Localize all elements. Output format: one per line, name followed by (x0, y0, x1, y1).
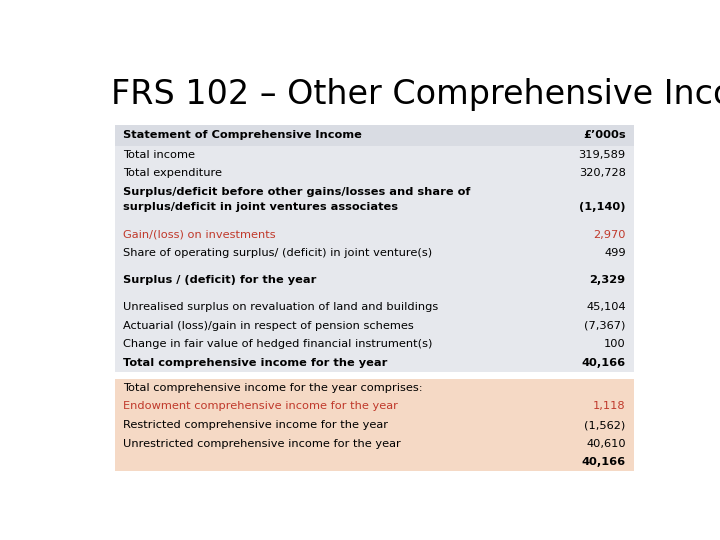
Text: FRS 102 – Other Comprehensive Income: FRS 102 – Other Comprehensive Income (111, 78, 720, 111)
Text: Actuarial (loss)/gain in respect of pension schemes: Actuarial (loss)/gain in respect of pens… (124, 321, 414, 330)
Text: 40,166: 40,166 (582, 457, 626, 467)
Text: £’000s: £’000s (583, 130, 626, 140)
Text: 320,728: 320,728 (579, 168, 626, 178)
Text: Gain/(loss) on investments: Gain/(loss) on investments (124, 230, 276, 240)
Text: (1,562): (1,562) (585, 420, 626, 430)
Text: Total income: Total income (124, 150, 196, 160)
Text: Unrealised surplus on revaluation of land and buildings: Unrealised surplus on revaluation of lan… (124, 302, 438, 312)
Text: 45,104: 45,104 (586, 302, 626, 312)
Text: 2,970: 2,970 (593, 230, 626, 240)
Text: Restricted comprehensive income for the year: Restricted comprehensive income for the … (124, 420, 389, 430)
Text: Total comprehensive income for the year comprises:: Total comprehensive income for the year … (124, 383, 423, 393)
Text: Statement of Comprehensive Income: Statement of Comprehensive Income (124, 130, 362, 140)
Text: 40,166: 40,166 (582, 358, 626, 368)
Bar (115, 125, 634, 145)
Text: Surplus/deficit before other gains/losses and share of: Surplus/deficit before other gains/losse… (124, 187, 471, 197)
Text: Change in fair value of hedged financial instrument(s): Change in fair value of hedged financial… (124, 339, 433, 349)
Text: (7,367): (7,367) (585, 321, 626, 330)
Text: 1,118: 1,118 (593, 401, 626, 411)
Text: Share of operating surplus/ (deficit) in joint venture(s): Share of operating surplus/ (deficit) in… (124, 248, 433, 258)
Text: Total comprehensive income for the year: Total comprehensive income for the year (124, 358, 388, 368)
Text: Surplus / (deficit) for the year: Surplus / (deficit) for the year (124, 275, 317, 285)
Text: 499: 499 (604, 248, 626, 258)
Text: 100: 100 (604, 339, 626, 349)
Text: 319,589: 319,589 (579, 150, 626, 160)
Text: Total expenditure: Total expenditure (124, 168, 222, 178)
Bar (115, 379, 634, 471)
Text: 2,329: 2,329 (590, 275, 626, 285)
Text: (1,140): (1,140) (579, 202, 626, 212)
Text: 40,610: 40,610 (586, 438, 626, 449)
Text: Endowment comprehensive income for the year: Endowment comprehensive income for the y… (124, 401, 398, 411)
Bar (115, 145, 634, 372)
Text: surplus/deficit in joint ventures associates: surplus/deficit in joint ventures associ… (124, 202, 398, 212)
Text: Unrestricted comprehensive income for the year: Unrestricted comprehensive income for th… (124, 438, 401, 449)
